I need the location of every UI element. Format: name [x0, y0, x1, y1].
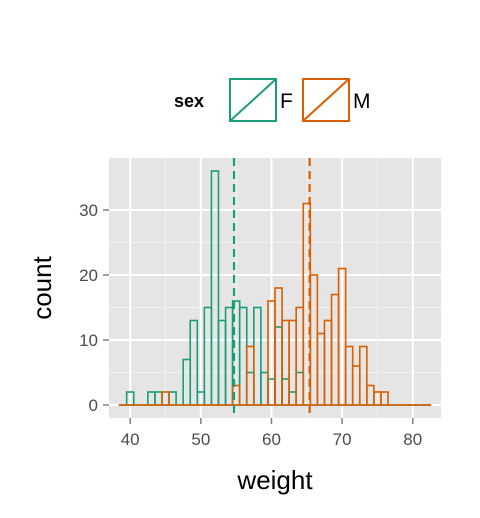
bar-M-55: [231, 384, 241, 406]
bar-M-73: [358, 345, 368, 406]
x-tick-label: 50: [191, 430, 210, 449]
x-tick-label: 40: [121, 430, 140, 449]
legend-key-diagonal: [229, 78, 277, 122]
y-tick-label: 30: [79, 201, 98, 220]
legend-item-F: F: [229, 78, 293, 122]
y-tick-label: 20: [79, 266, 98, 285]
legend-label-M: M: [353, 90, 371, 113]
legend-label-F: F: [280, 90, 293, 113]
legend-title: sex: [174, 91, 204, 111]
y-axis-title: count: [27, 255, 57, 319]
y-tick-label: 10: [79, 331, 98, 350]
bar-M-45: [161, 391, 170, 406]
mean-lines: [232, 158, 311, 418]
x-axis-title: weight: [236, 465, 313, 495]
y-axis: 0 10 20 30: [79, 201, 109, 415]
y-tick-label: 0: [89, 396, 98, 415]
x-tick-label: 80: [403, 430, 422, 449]
legend: sex F M: [174, 78, 371, 122]
bar-M-57: [245, 345, 255, 406]
x-axis: 40 50 60 70 80: [121, 418, 422, 449]
x-tick-label: 60: [262, 430, 281, 449]
legend-item-M: M: [302, 78, 371, 122]
bar-M-70: [337, 267, 347, 406]
legend-key-diagonal: [302, 78, 350, 122]
bar-M-76: [380, 391, 389, 406]
x-tick-label: 70: [333, 430, 352, 449]
